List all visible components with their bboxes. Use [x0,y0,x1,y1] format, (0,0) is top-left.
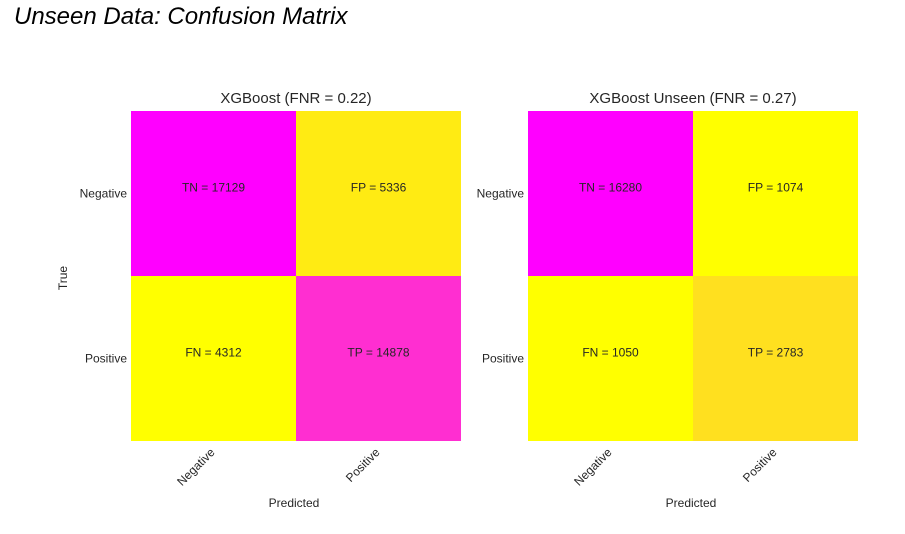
x-tick-label: Positive [740,445,780,485]
chart-title: XGBoost (FNR = 0.22) [220,90,371,107]
y-tick-label: Negative [477,187,525,201]
heatmap-cell [693,276,858,441]
cell-value-label: TP = 14878 [347,346,409,360]
cell-value-label: FN = 1050 [582,346,639,360]
y-tick-label: Positive [482,352,524,366]
y-tick-label: Negative [80,187,128,201]
heatmap-cell [528,276,693,441]
heatmap-cell [528,111,693,276]
x-axis-label: Predicted [269,496,320,510]
cell-value-label: TN = 17129 [182,181,245,195]
cell-value-label: TP = 2783 [748,346,804,360]
heatmap-cell [296,276,461,441]
cell-value-label: FP = 5336 [351,181,407,195]
heatmap-cell [296,111,461,276]
x-axis-label: Predicted [666,496,717,510]
cell-value-label: FN = 4312 [185,346,242,360]
chart-title: XGBoost Unseen (FNR = 0.27) [589,90,796,107]
y-tick-label: Positive [85,352,127,366]
x-tick-label: Positive [343,445,383,485]
cell-value-label: FP = 1074 [748,181,804,195]
x-tick-label: Negative [571,445,615,489]
heatmap-cell [131,111,296,276]
heatmap-cell [693,111,858,276]
cell-value-label: TN = 16280 [579,181,642,195]
heatmap-cell [131,276,296,441]
figure-title: Unseen Data: Confusion Matrix [14,3,348,30]
x-tick-label: Negative [174,445,218,489]
heatmap-panel-xgboost-unseen: TN = 16280 FP = 1074 FN = 1050 TP = 2783 XGB… [477,90,858,510]
y-axis-label: True [56,266,70,291]
heatmap-panel-xgboost: TN = 17129 FP = 5336 FN = 4312 TP = 14878 XG… [56,90,461,510]
